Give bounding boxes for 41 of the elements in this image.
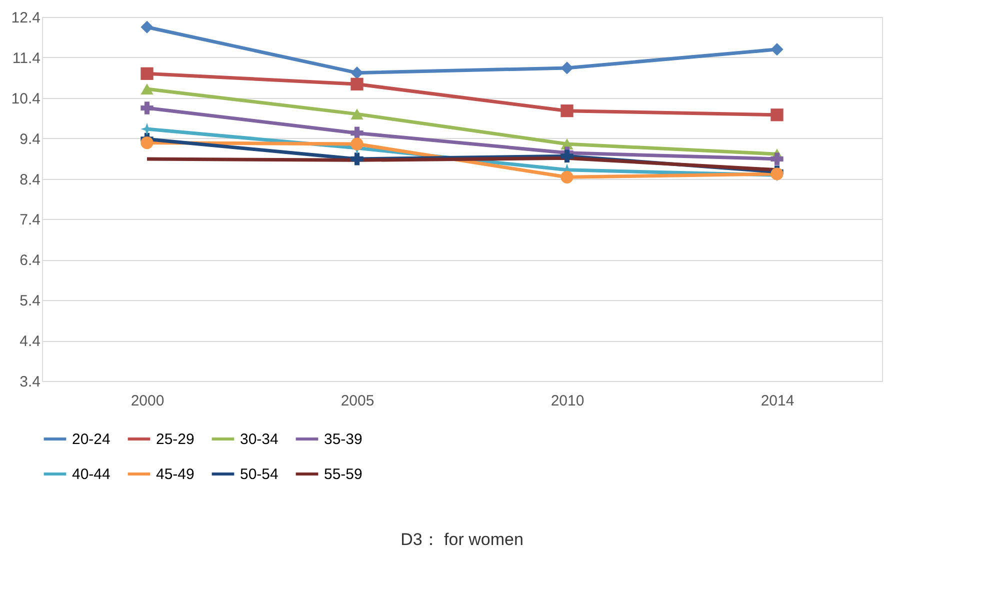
point bbox=[350, 126, 364, 140]
legend-label: 35-39 bbox=[324, 431, 362, 448]
point bbox=[560, 62, 574, 74]
x-tick-label: 2000 bbox=[130, 392, 164, 410]
text: D3： for women bbox=[400, 530, 524, 549]
x-tick-label: 2010 bbox=[550, 392, 584, 410]
point bbox=[770, 108, 784, 122]
y-tick-label: 3.4 bbox=[20, 374, 40, 390]
point bbox=[560, 104, 574, 118]
y-tick-label: 8.4 bbox=[20, 171, 40, 188]
point bbox=[350, 108, 364, 120]
point bbox=[140, 20, 154, 34]
point bbox=[350, 78, 364, 90]
y-tick-label: 7.4 bbox=[20, 212, 40, 229]
point bbox=[140, 84, 154, 94]
legend-label: 30-34 bbox=[240, 431, 278, 448]
legend-label: 45-49 bbox=[156, 466, 194, 483]
point bbox=[350, 66, 364, 80]
point bbox=[140, 102, 154, 114]
legend-label: 50-54 bbox=[240, 466, 278, 483]
y-tick-label: 4.4 bbox=[20, 333, 40, 350]
point bbox=[350, 138, 364, 150]
point bbox=[350, 152, 364, 166]
y-tick-label: 11.4 bbox=[12, 50, 40, 67]
point bbox=[140, 136, 154, 150]
x-tick-label: 2014 bbox=[760, 392, 794, 410]
legend-label: 40-44 bbox=[72, 466, 110, 483]
y-tick-label: 10.4 bbox=[11, 90, 40, 108]
y-tick-label: 12.4 bbox=[11, 10, 40, 26]
legend-label: 25-29 bbox=[156, 431, 194, 448]
y-tick-label: 5.4 bbox=[20, 292, 40, 310]
point bbox=[140, 67, 154, 80]
legend-label: 55-59 bbox=[324, 466, 362, 483]
point bbox=[560, 170, 574, 184]
legend-label: 20-24 bbox=[72, 431, 110, 448]
point bbox=[770, 43, 784, 56]
y-tick-label: 9.4 bbox=[20, 130, 40, 148]
point bbox=[560, 150, 574, 162]
point bbox=[770, 152, 784, 166]
y-tick-label: 6.4 bbox=[20, 252, 40, 270]
x-tick-label: 2005 bbox=[340, 392, 374, 410]
